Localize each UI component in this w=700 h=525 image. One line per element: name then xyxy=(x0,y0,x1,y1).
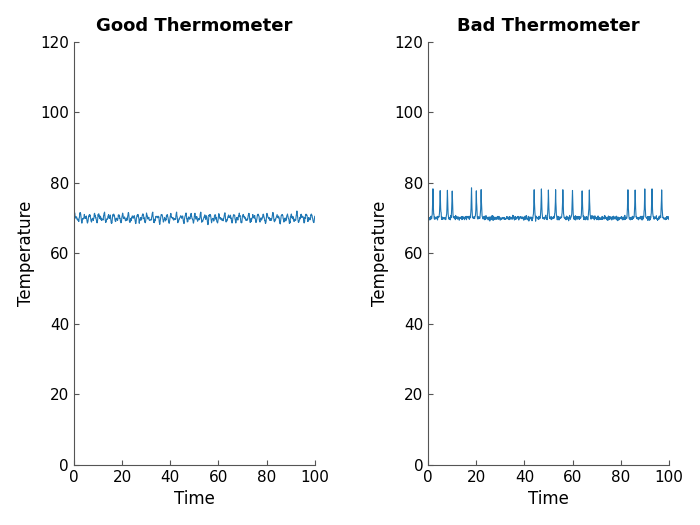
Y-axis label: Temperature: Temperature xyxy=(17,201,35,306)
X-axis label: Time: Time xyxy=(174,490,215,508)
Y-axis label: Temperature: Temperature xyxy=(371,201,388,306)
X-axis label: Time: Time xyxy=(528,490,569,508)
Title: Bad Thermometer: Bad Thermometer xyxy=(457,17,640,35)
Title: Good Thermometer: Good Thermometer xyxy=(96,17,293,35)
